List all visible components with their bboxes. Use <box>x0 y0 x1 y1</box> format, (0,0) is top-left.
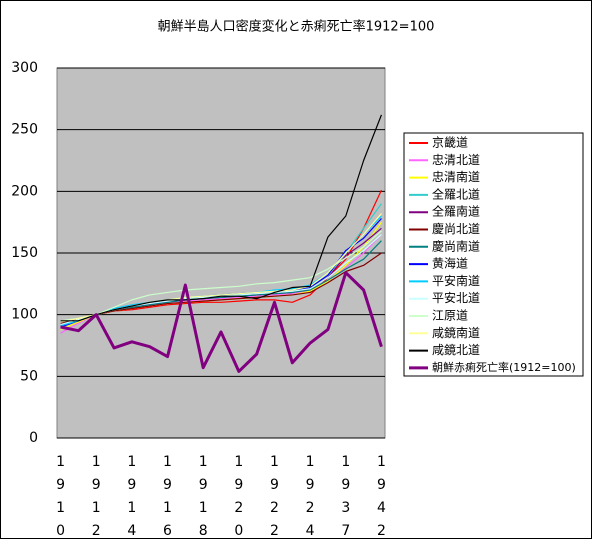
legend-label: 江原道 <box>432 309 468 323</box>
y-tick-label: 100 <box>11 307 38 323</box>
legend-label: 咸鏡北道 <box>432 342 480 357</box>
legend-label: 平安南道 <box>432 273 480 288</box>
y-tick-label: 50 <box>20 368 38 384</box>
chart-title: 朝鮮半島人口密度変化と赤痢死亡率1912=100 <box>158 19 435 35</box>
y-tick-label: 300 <box>11 60 38 76</box>
legend-label: 咸鏡南道 <box>432 325 480 340</box>
series-line <box>60 271 383 373</box>
series-line <box>60 114 382 322</box>
y-tick-label: 200 <box>11 183 38 199</box>
legend-label: 京畿道 <box>432 136 468 150</box>
y-tick-label: 250 <box>11 122 38 138</box>
y-tick-label: 150 <box>11 245 38 261</box>
legend-label: 黄海道 <box>432 256 468 271</box>
legend-box <box>403 132 584 377</box>
legend-label: 全羅北道 <box>432 186 480 201</box>
legend-label: 平安北道 <box>432 290 480 305</box>
legend-label: 全羅南道 <box>432 204 480 219</box>
series-line <box>60 252 382 324</box>
legend-label: 朝鮮赤痢死亡率(1912=100) <box>432 360 576 374</box>
legend-label: 忠清北道 <box>432 153 480 167</box>
legend-label: 慶尚南道 <box>432 238 480 253</box>
series-line <box>60 230 382 322</box>
y-tick-label: 0 <box>29 430 38 446</box>
legend-label: 忠清南道 <box>432 169 480 184</box>
legend-label: 慶尚北道 <box>432 222 480 236</box>
